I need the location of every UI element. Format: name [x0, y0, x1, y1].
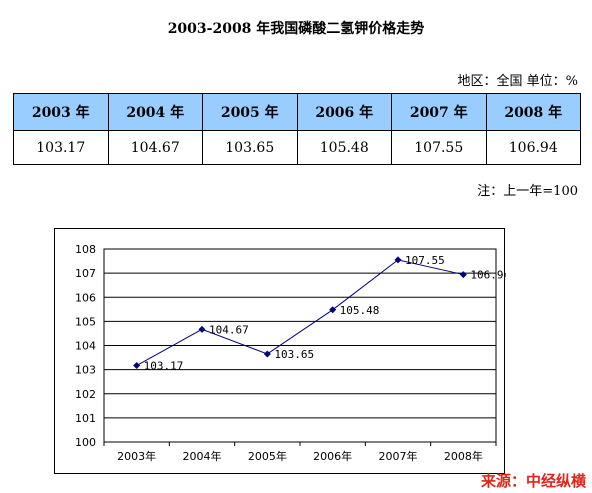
data-point: [459, 271, 467, 279]
x-tick-label: 2008年: [444, 449, 483, 463]
table-header-cell: 2005 年: [202, 93, 298, 131]
table-cell: 106.94: [485, 130, 581, 165]
table-header-cell: 2008 年: [485, 93, 581, 131]
x-tick-label: 2007年: [379, 449, 418, 463]
x-tick-label: 2004年: [183, 449, 222, 463]
source-label: 来源：中经纵横: [480, 472, 586, 490]
y-tick-label: 103: [75, 364, 96, 377]
y-tick-label: 102: [75, 388, 96, 401]
y-tick-label: 106: [75, 291, 96, 304]
table-header-cell: 2007 年: [391, 93, 487, 131]
x-tick-label: 2006年: [313, 449, 352, 463]
data-label: 106.94: [470, 269, 506, 282]
y-tick-label: 105: [75, 315, 96, 328]
data-point: [329, 306, 337, 314]
line-chart-frame: 100 101 102 103 104 105 106 107 108 2003年 2004年 200…: [54, 228, 506, 474]
table-cell: 103.65: [202, 130, 298, 165]
series-line: [136, 259, 464, 366]
x-tick-label: 2005年: [248, 449, 287, 463]
table-header-cell: 2003 年: [13, 93, 109, 131]
table-cell: 107.55: [391, 130, 487, 165]
table-row: 103.17 104.67 103.65 105.48 107.55 106.9…: [13, 130, 581, 165]
data-point: [394, 256, 402, 264]
data-label: 103.17: [144, 360, 184, 373]
data-label: 107.55: [405, 254, 445, 267]
y-tick-label: 101: [75, 412, 96, 425]
table-cell: 105.48: [296, 130, 392, 165]
data-label: 104.67: [209, 323, 249, 336]
data-label: 105.48: [340, 304, 380, 317]
base-year-note: 注：上一年=100: [477, 184, 578, 199]
line-chart: 100 101 102 103 104 105 106 107 108 2003年 2004年 200…: [75, 243, 506, 463]
page-title: 2003-2008 年我国磷酸二氢钾价格走势: [167, 21, 425, 37]
y-tick-label: 108: [75, 243, 96, 256]
data-point: [198, 325, 206, 333]
x-tick-label: 2003年: [117, 449, 156, 463]
table-cell: 104.67: [107, 130, 203, 165]
table-header-cell: 2004 年: [107, 93, 203, 131]
data-point: [263, 350, 271, 358]
y-tick-label: 107: [75, 267, 96, 280]
table-header-cell: 2006 年: [296, 93, 392, 131]
y-tick-label: 100: [75, 436, 96, 449]
price-index-table: 2003 年 2004 年 2005 年 2006 年 2007 年 2008 …: [13, 93, 581, 165]
table-cell: 103.17: [13, 130, 109, 165]
data-label: 103.65: [274, 348, 314, 361]
table-header-row: 2003 年 2004 年 2005 年 2006 年 2007 年 2008 …: [13, 93, 581, 131]
y-tick-label: 104: [75, 340, 96, 353]
region-unit-label: 地区：全国 单位：%: [457, 74, 579, 89]
data-point: [133, 362, 141, 370]
